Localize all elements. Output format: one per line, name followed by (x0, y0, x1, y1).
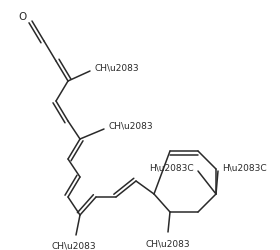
Text: CH\u2083: CH\u2083 (52, 241, 96, 250)
Text: H\u2083C: H\u2083C (222, 163, 267, 172)
Text: CH\u2083: CH\u2083 (94, 63, 139, 72)
Text: CH\u2083: CH\u2083 (108, 121, 153, 130)
Text: H\u2083C: H\u2083C (149, 163, 194, 172)
Text: O: O (18, 12, 26, 22)
Text: CH\u2083: CH\u2083 (146, 239, 190, 248)
